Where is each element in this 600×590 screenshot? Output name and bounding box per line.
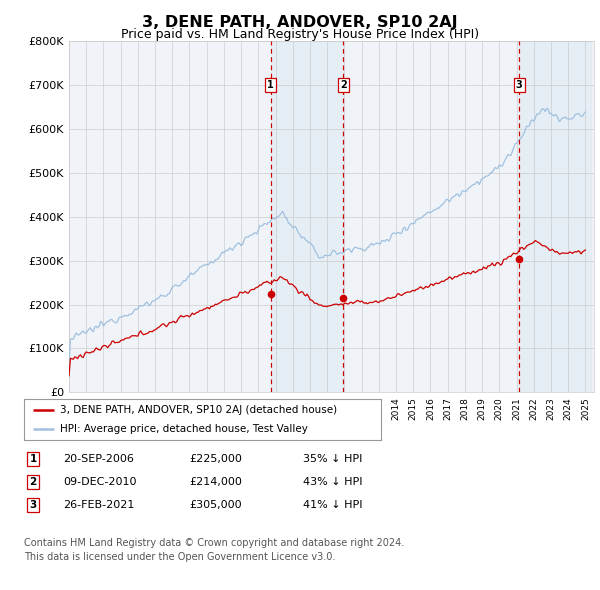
Text: £225,000: £225,000 [189, 454, 242, 464]
Text: 2: 2 [29, 477, 37, 487]
Text: 09-DEC-2010: 09-DEC-2010 [63, 477, 137, 487]
Text: 1: 1 [268, 80, 274, 90]
Text: 43% ↓ HPI: 43% ↓ HPI [303, 477, 362, 487]
Text: 26-FEB-2021: 26-FEB-2021 [63, 500, 134, 510]
Text: 3: 3 [516, 80, 523, 90]
Text: 2: 2 [340, 80, 347, 90]
Text: Contains HM Land Registry data © Crown copyright and database right 2024.: Contains HM Land Registry data © Crown c… [24, 537, 404, 548]
Text: 3: 3 [29, 500, 37, 510]
Bar [519, 41, 590, 392]
Text: This data is licensed under the Open Government Licence v3.0.: This data is licensed under the Open Gov… [24, 552, 335, 562]
Text: 3, DENE PATH, ANDOVER, SP10 2AJ (detached house): 3, DENE PATH, ANDOVER, SP10 2AJ (detache… [60, 405, 337, 415]
Text: Price paid vs. HM Land Registry's House Price Index (HPI): Price paid vs. HM Land Registry's House … [121, 28, 479, 41]
Text: £214,000: £214,000 [189, 477, 242, 487]
Text: 3, DENE PATH, ANDOVER, SP10 2AJ: 3, DENE PATH, ANDOVER, SP10 2AJ [142, 15, 458, 30]
Text: 41% ↓ HPI: 41% ↓ HPI [303, 500, 362, 510]
Bar [271, 41, 343, 392]
Text: 35% ↓ HPI: 35% ↓ HPI [303, 454, 362, 464]
Text: HPI: Average price, detached house, Test Valley: HPI: Average price, detached house, Test… [60, 424, 308, 434]
Text: £305,000: £305,000 [189, 500, 242, 510]
Text: 1: 1 [29, 454, 37, 464]
Text: 20-SEP-2006: 20-SEP-2006 [63, 454, 134, 464]
